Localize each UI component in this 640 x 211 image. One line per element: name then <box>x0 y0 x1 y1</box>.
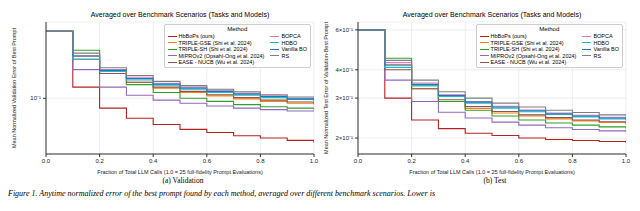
html-text:EASE - NUCB (Wu et al. 2024): EASE - NUCB (Wu et al. 2024) <box>178 59 255 65</box>
html-text:Averaged over Benchmark Scenar: Averaged over Benchmark Scenarios (Tasks… <box>402 11 582 18</box>
svg-text:Fraction of Total LLM Calls (1: Fraction of Total LLM Calls (1.0 = 25 fu… <box>409 169 575 175</box>
svg-text:0.8: 0.8 <box>568 158 577 164</box>
html-text:Vanilla BO: Vanilla BO <box>281 46 307 52</box>
svg-text:0.8: 0.8 <box>256 158 265 164</box>
html-text:TRIPLE-GSE (Shi et al. 2024): TRIPLE-GSE (Shi et al. 2024) <box>178 39 252 46</box>
html-text:TRIPLE-SH (Shi et al. 2024): TRIPLE-SH (Shi et al. 2024) <box>178 46 248 52</box>
html-text:HDBO: HDBO <box>281 39 298 46</box>
html-text:Method: Method <box>227 26 248 32</box>
html-text:TRIPLE-SH (Shi et al. 2024): TRIPLE-SH (Shi et al. 2024) <box>490 46 560 52</box>
html-text:MIPROv2 (Opsahl-Ong et al. 202: MIPROv2 (Opsahl-Ong et al. 2024) <box>178 52 265 59</box>
svg-text:4×10⁻¹: 4×10⁻¹ <box>335 67 353 73</box>
svg-text:2×10⁻¹: 2×10⁻¹ <box>335 135 353 141</box>
html-text:Method: Method <box>539 26 560 32</box>
html-text:HDBO: HDBO <box>593 39 610 46</box>
svg-text:0.2: 0.2 <box>95 158 104 164</box>
html-text:EASE - NUCB (Wu et al. 2024): EASE - NUCB (Wu et al. 2024) <box>490 59 567 65</box>
html-text:BOPCA: BOPCA <box>281 33 301 39</box>
html-text:Figure 1. Anytime normalized e: Figure 1. Anytime normalized error of th… <box>8 189 435 198</box>
svg-text:0.4: 0.4 <box>461 158 470 164</box>
html-text:RS: RS <box>281 52 290 59</box>
svg-text:1.0: 1.0 <box>622 158 631 164</box>
svg-text:6×10⁻¹: 6×10⁻¹ <box>335 27 353 33</box>
svg-text:0.2: 0.2 <box>407 158 416 164</box>
html-text:TRIPLE-GSE (Shi et al. 2024): TRIPLE-GSE (Shi et al. 2024) <box>490 39 564 46</box>
html-text:HbBoPs (ours): HbBoPs (ours) <box>178 33 215 39</box>
svg-text:0.6: 0.6 <box>203 158 212 164</box>
svg-text:0.0: 0.0 <box>42 158 51 164</box>
html-text:RS: RS <box>593 52 602 59</box>
svg-text:0.0: 0.0 <box>354 158 363 164</box>
html-text:HbBoPs (ours): HbBoPs (ours) <box>490 33 527 39</box>
svg-text:Fraction of Total LLM Calls (1: Fraction of Total LLM Calls (1.0 = 25 fu… <box>97 169 263 175</box>
svg-text:0.6: 0.6 <box>515 158 524 164</box>
svg-text:Mean Normalized Test Error of: Mean Normalized Test Error of Validation… <box>323 22 329 154</box>
html-text:BOPCA: BOPCA <box>593 33 613 39</box>
svg-text:1.0: 1.0 <box>310 158 319 164</box>
html-text:(b) Test: (b) Test <box>483 176 507 185</box>
html-text:MIPROv2 (Opsahl-Ong et al. 202: MIPROv2 (Opsahl-Ong et al. 2024) <box>490 52 577 59</box>
svg-text:10⁻¹: 10⁻¹ <box>30 95 41 101</box>
html-text:Vanilla BO: Vanilla BO <box>593 46 619 52</box>
svg-text:0.4: 0.4 <box>149 158 158 164</box>
svg-text:Mean Normalized Validation Err: Mean Normalized Validation Error of Best… <box>11 28 17 149</box>
html-text:Averaged over Benchmark Scenar: Averaged over Benchmark Scenarios (Tasks… <box>90 11 270 18</box>
svg-text:3×10⁻¹: 3×10⁻¹ <box>335 95 353 101</box>
html-text:(a) Validation: (a) Validation <box>162 176 204 185</box>
